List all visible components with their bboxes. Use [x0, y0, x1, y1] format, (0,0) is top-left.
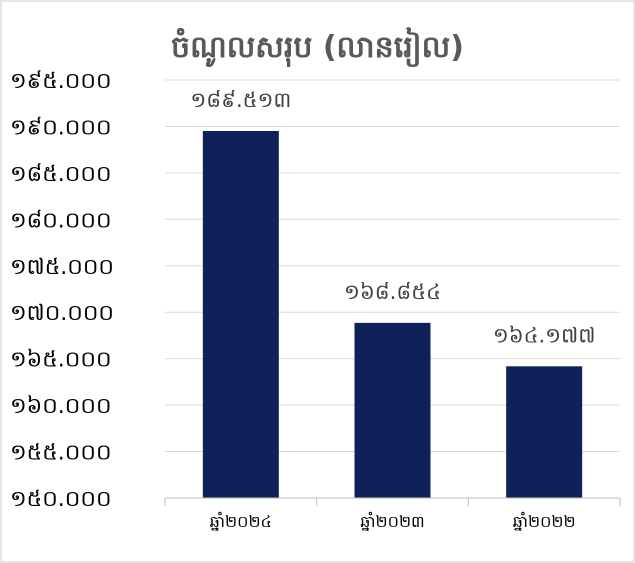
- y-tick-label: ១៩០.០០០: [10, 115, 112, 140]
- data-label: ១៦៤.១៧៧: [493, 323, 596, 347]
- y-tick-label: ១៨០.០០០: [10, 208, 112, 233]
- y-tick-label: ១៦០.០០០: [10, 394, 112, 419]
- chart-title: ចំណូលសរុប (លានរៀល): [171, 30, 464, 65]
- y-tick-label: ១៨៥.០០០: [10, 162, 112, 187]
- bar: [202, 130, 279, 498]
- bar: [506, 366, 583, 498]
- y-tick-label: ១៥៥.០០០: [10, 441, 112, 466]
- bar: [354, 322, 431, 498]
- y-tick-label: ១៥០.០០០: [10, 487, 112, 512]
- x-tick-label: ឆ្នាំ២០២៤: [210, 511, 272, 531]
- y-tick-label: ១៧០.០០០: [10, 301, 114, 326]
- x-tick-label: ឆ្នាំ២០២២: [513, 511, 576, 531]
- y-tick-label: ១៦៥.០០០: [10, 348, 112, 373]
- x-tick-label: ឆ្នាំ២០២៣: [360, 511, 424, 531]
- data-label: ១៨៩.៥១៣: [190, 88, 291, 112]
- y-tick-label: ១៩៥.០០០: [10, 69, 112, 94]
- x-axis: ឆ្នាំ២០២៤ ឆ្នាំ២០២៣ ឆ្នាំ២០២២: [164, 497, 621, 531]
- y-tick-label: ១៧៥.០០០: [10, 255, 114, 280]
- y-axis-labels: ១៥០.០០០ ១៥៥.០០០ ១៦០.០០០ ១៦៥.០០០ ១៧០.០០០ ១៧៥.០…: [10, 69, 114, 512]
- data-label: ១៦៨.៨៥៤: [344, 280, 441, 304]
